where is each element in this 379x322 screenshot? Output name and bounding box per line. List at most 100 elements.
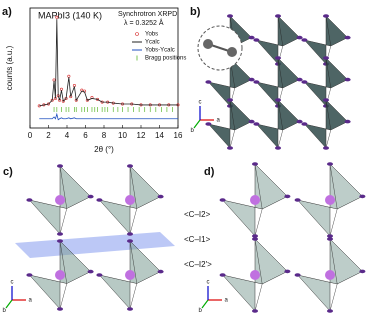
- data-point: [55, 15, 59, 19]
- octahedron-edge: [277, 99, 283, 131]
- legend-label: Bragg positions: [145, 56, 186, 62]
- plane: [15, 232, 175, 258]
- axis-letter: a: [29, 298, 33, 304]
- legend-marker: [135, 32, 139, 36]
- iodine: [248, 35, 255, 40]
- iodine: [327, 309, 333, 313]
- iodine: [359, 269, 366, 274]
- axis-letter: b: [191, 128, 195, 134]
- octahedron-edge: [129, 283, 137, 310]
- octahedron-edge: [329, 283, 338, 312]
- octahedron-edge: [325, 129, 331, 149]
- octahedron-edge: [129, 165, 137, 209]
- octahedron-edge: [129, 208, 137, 235]
- iodine: [127, 164, 133, 168]
- iodine: [127, 232, 133, 236]
- octahedron-edge: [254, 238, 263, 285]
- y-axis-label: counts (a.u.): [5, 45, 14, 90]
- iodine: [275, 14, 281, 18]
- iodine: [294, 198, 301, 202]
- octahedron-edge: [329, 238, 338, 285]
- data-point: [52, 78, 56, 82]
- molecule: [325, 195, 335, 205]
- iodine: [248, 119, 255, 124]
- iodine: [301, 122, 308, 126]
- axis-letter: b: [3, 308, 7, 314]
- iodine: [296, 77, 303, 82]
- iodine: [227, 14, 233, 18]
- iodine: [284, 269, 291, 274]
- octahedron: [255, 57, 301, 107]
- axis-letter: c: [199, 99, 202, 105]
- iodine: [26, 198, 33, 202]
- iodine: [26, 273, 33, 277]
- axis-letter: a: [217, 118, 221, 124]
- iodine: [205, 80, 212, 84]
- annotation: Synchrotron XRPD: [118, 11, 177, 18]
- legend-label: Ycalc: [145, 40, 160, 46]
- octahedron-edge: [59, 240, 67, 284]
- axis-letter: c: [207, 279, 210, 285]
- series-line: [39, 19, 178, 107]
- iodine: [296, 35, 303, 40]
- octahedron-edge: [329, 208, 338, 237]
- iodine: [227, 98, 233, 102]
- bond-label: <C–I2'>: [184, 260, 212, 269]
- octahedron-edge: [277, 57, 283, 89]
- octahedron: [207, 57, 253, 107]
- panel-label: a): [2, 6, 12, 18]
- molecule: [125, 270, 135, 280]
- iodine: [323, 14, 329, 18]
- octahedron-edge: [129, 240, 137, 284]
- legend-label: Yobs: [145, 32, 158, 38]
- octahedron-edge: [277, 15, 283, 47]
- iodine: [327, 237, 333, 241]
- iodine: [323, 56, 329, 60]
- octahedron: [255, 15, 301, 65]
- iodine: [253, 38, 260, 42]
- x-tick-label: 10: [118, 131, 127, 140]
- bond-label: <C–I1>: [184, 235, 211, 244]
- molecule: [55, 270, 65, 280]
- octahedron-edge: [325, 57, 331, 89]
- octahedron-edge: [329, 163, 338, 210]
- iodine: [157, 269, 164, 274]
- iodine: [219, 198, 226, 202]
- axis-arrow: [193, 119, 201, 129]
- bond-label: <C–I2>: [184, 210, 211, 219]
- molecule: [250, 270, 260, 280]
- iodine: [57, 232, 63, 236]
- octahedron-edge: [59, 283, 67, 310]
- iodine: [87, 194, 94, 199]
- octahedron-edge: [325, 99, 331, 131]
- panel-label: c): [3, 166, 13, 178]
- iodine: [96, 198, 103, 202]
- octahedron-edge: [254, 163, 263, 210]
- octahedron-edge: [59, 208, 67, 235]
- iodine: [87, 269, 94, 274]
- atom: [203, 39, 213, 49]
- axis-arrow: [5, 299, 13, 309]
- iodine: [275, 56, 281, 60]
- iodine: [327, 162, 333, 166]
- iodine: [275, 146, 281, 150]
- x-tick-label: 2: [46, 131, 51, 140]
- x-tick-label: 12: [137, 131, 146, 140]
- octahedron-edge: [254, 208, 263, 237]
- data-point: [67, 74, 71, 78]
- panel-label: b): [190, 6, 201, 18]
- iodine: [57, 164, 63, 168]
- molecule: [55, 195, 65, 205]
- data-point: [59, 87, 63, 91]
- iodine: [344, 35, 351, 40]
- iodine: [252, 237, 258, 241]
- octahedron: [303, 57, 349, 107]
- x-tick-label: 16: [174, 131, 183, 140]
- x-tick-label: 6: [83, 131, 88, 140]
- panel-label: d): [204, 166, 215, 178]
- iodine: [344, 77, 351, 82]
- iodine: [57, 307, 63, 311]
- iodine: [301, 80, 308, 84]
- octahedron-edge: [254, 283, 263, 312]
- iodine: [359, 194, 366, 199]
